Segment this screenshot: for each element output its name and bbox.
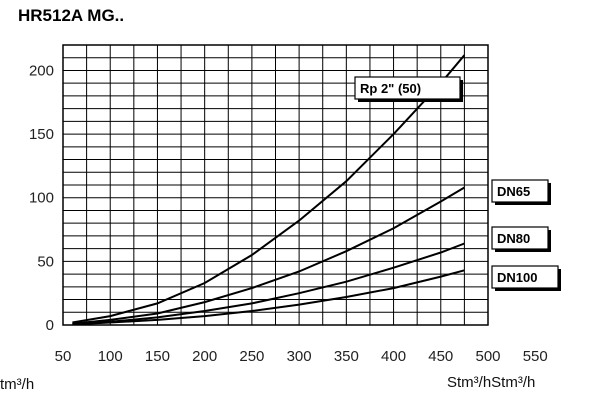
x-tick-label: 500 [475,348,500,365]
chart-title: HR512A MG.. [18,6,125,25]
series-line-1 [72,186,465,325]
series-labels: Rp 2" (50) DN65 DN80 DN100 [354,76,561,291]
series-label-text: DN100 [497,270,537,285]
x-axis-unit-right: Stm³/hStm³/h [447,374,536,391]
series-label-1: DN65 [491,179,551,205]
y-tick-label: 200 [29,62,54,79]
series-label-text: Rp 2" (50) [360,81,421,96]
series-line-0 [72,54,466,324]
series-label-box [354,76,461,100]
series-label-0: Rp 2" (50) [354,76,463,102]
x-tick-label: 450 [428,348,453,365]
y-tick-label: 0 [46,317,54,334]
y-tick-label: 50 [37,253,54,270]
x-tick-label: 200 [192,348,217,365]
x-tick-label: 100 [98,348,123,365]
x-tick-label: 250 [239,348,264,365]
series-label-3: DN100 [491,265,561,291]
y-tick-label: 150 [29,126,54,143]
x-axis-unit-left: Stm³/h [0,376,35,393]
series-label-2: DN80 [491,226,551,252]
series-lines [72,54,466,326]
series-label-box [491,265,559,289]
series-label-text: DN65 [497,184,530,199]
x-tick-label: 400 [381,348,406,365]
x-tick-label: 350 [334,348,359,365]
plot-frame [62,44,489,326]
x-tick-label: 50 [55,348,72,365]
x-tick-label: 150 [145,348,170,365]
series-label-box [491,179,549,203]
series-line-2 [72,242,465,325]
plot-border [62,44,489,326]
series-label-text: DN80 [497,231,530,246]
series-line-3 [72,269,465,326]
x-tick-label: 550 [523,348,548,365]
series-label-box [491,226,549,250]
y-tick-label: 100 [29,190,54,207]
x-tick-label: 300 [287,348,312,365]
